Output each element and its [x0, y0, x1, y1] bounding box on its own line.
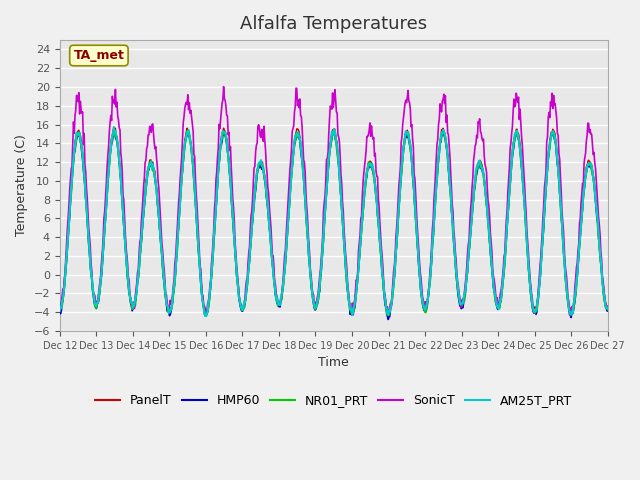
X-axis label: Time: Time — [318, 356, 349, 369]
Title: Alfalfa Temperatures: Alfalfa Temperatures — [240, 15, 428, 33]
Y-axis label: Temperature (C): Temperature (C) — [15, 134, 28, 237]
Text: TA_met: TA_met — [74, 49, 124, 62]
Legend: PanelT, HMP60, NR01_PRT, SonicT, AM25T_PRT: PanelT, HMP60, NR01_PRT, SonicT, AM25T_P… — [90, 389, 577, 412]
